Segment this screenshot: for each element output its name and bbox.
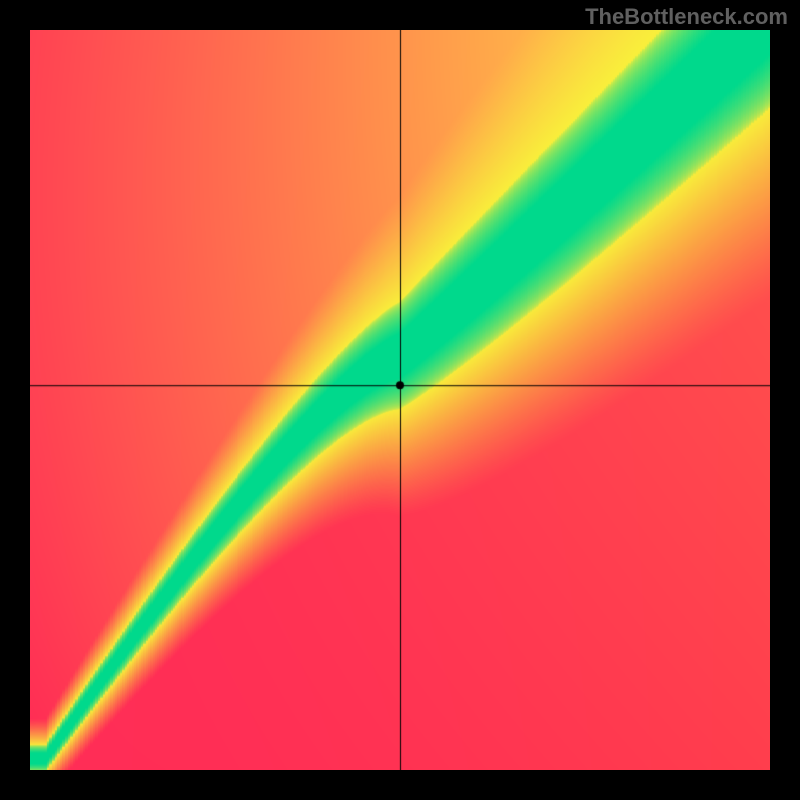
watermark-text: TheBottleneck.com [585, 4, 788, 30]
heatmap-frame [0, 0, 800, 800]
bottleneck-heatmap [30, 30, 770, 770]
